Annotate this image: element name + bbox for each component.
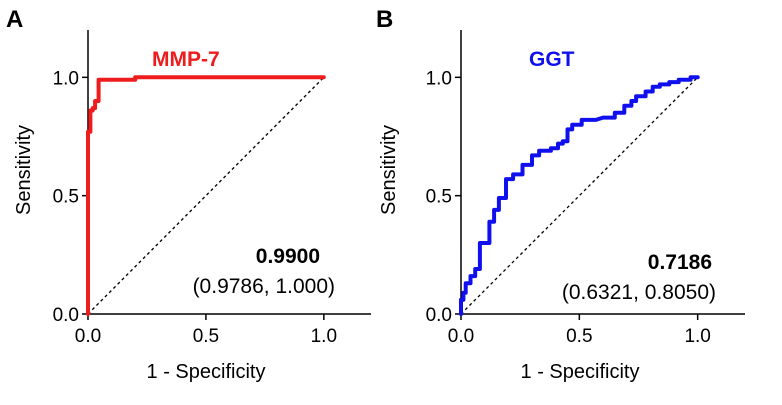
panel-a-x-tick-label: 0.5 — [193, 326, 219, 347]
panel-a-xlabel: 1 - Specificity — [147, 361, 266, 383]
panel-a-y-tick-label: 0.5 — [53, 187, 79, 208]
panel-b-x-tick-label: 0.5 — [566, 326, 592, 347]
panel-a-mmp7: A MMP-7 Sensitivity 1 - Specificity 0.99… — [6, 6, 371, 383]
panel-a-diagonal-reference — [87, 76, 325, 315]
panel-b-x-tick-label: 1.0 — [684, 326, 710, 347]
panel-a-letter: A — [6, 6, 23, 33]
panel-a-roc-curve — [86, 75, 326, 316]
panel-b-xlabel: 1 - Specificity — [521, 361, 640, 383]
panel-a-title: MMP-7 — [152, 48, 220, 71]
panel-b-y-tick-label: 0.5 — [426, 187, 452, 208]
panel-a-x-tick-label: 1.0 — [311, 326, 337, 347]
panel-a-x-tick-label: 0.0 — [75, 326, 101, 347]
panel-a-auc-ci: (0.9786, 1.000) — [193, 275, 335, 298]
panel-b-letter: B — [376, 6, 393, 33]
panel-b-diagonal-reference — [460, 76, 699, 315]
panel-a-y-tick-label: 0.0 — [53, 305, 79, 326]
panel-b-roc-curve — [459, 75, 700, 316]
panel-a-auc: 0.9900 — [256, 245, 320, 268]
panel-b-y-tick-label: 0.0 — [426, 305, 452, 326]
panel-b-ylabel: Sensitivity — [378, 125, 400, 215]
panel-a-y-tick-label: 1.0 — [53, 68, 79, 89]
panel-b-x-tick-label: 0.0 — [448, 326, 474, 347]
panel-b-auc: 0.7186 — [648, 251, 712, 274]
panel-b-title: GGT — [529, 48, 575, 71]
panel-b-y-tick-label: 1.0 — [426, 68, 452, 89]
panel-b-ggt: B GGT Sensitivity 1 - Specificity 0.7186… — [376, 6, 745, 383]
panel-b-auc-ci: (0.6321, 0.8050) — [562, 281, 716, 304]
panel-a-ylabel: Sensitivity — [13, 125, 35, 215]
